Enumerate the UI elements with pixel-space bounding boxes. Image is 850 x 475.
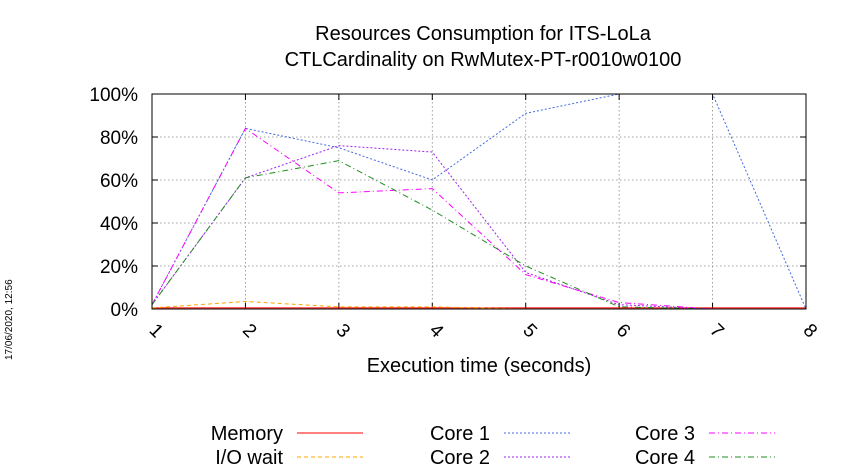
y-tick-label: 20% [100,257,138,278]
chart-title: Resources Consumption for ITS-LoLa [315,23,652,45]
chart-subtitle: CTLCardinality on RwMutex-PT-r0010w0100 [285,49,682,71]
x-tick-label: 3 [332,320,354,342]
chart-grid [151,93,807,310]
legend-label: Core 3 [635,423,695,445]
x-tick-label: 4 [425,320,448,343]
x-axis-label: Execution time (seconds) [367,355,592,377]
series-line-core-4 [151,160,713,310]
y-tick-label: 40% [100,214,138,235]
legend-label: Memory [211,423,283,445]
x-tick-label: 6 [612,320,634,342]
series-line-core-3 [151,127,713,310]
legend-label: I/O wait [215,447,283,469]
y-axis-ticks: 0% 20% 40% 60% 80% 100% [89,85,806,321]
chart-series [151,93,807,310]
y-tick-label: 80% [100,128,138,149]
x-tick-label: 7 [705,320,727,342]
x-tick-label: 8 [799,320,821,342]
legend-label: Core 2 [430,447,490,469]
plot-frame [151,93,807,310]
y-tick-label: 0% [111,300,139,321]
y-tick-label: 60% [100,171,138,192]
series-line-i-o-wait [151,300,526,310]
x-axis-ticks: 1 2 3 4 5 6 7 8 [145,94,821,343]
legend-label: Core 1 [430,423,490,445]
series-line-core-1 [151,93,807,310]
y-tick-label: 100% [89,85,138,106]
x-tick-label: 1 [145,320,167,342]
x-tick-label: 2 [238,320,260,342]
legend-label: Core 4 [635,447,695,469]
timestamp-label: 17/06/2020, 12:56 [4,279,15,360]
x-tick-label: 5 [518,320,540,342]
